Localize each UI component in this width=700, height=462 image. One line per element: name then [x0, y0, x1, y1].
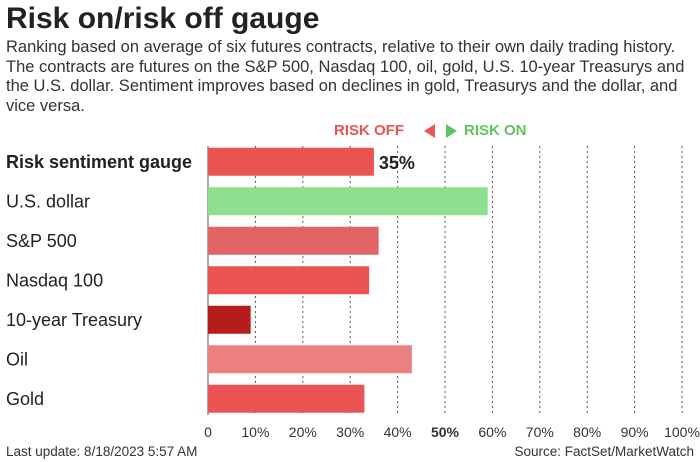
category-label: Nasdaq 100 [6, 270, 103, 290]
source-note: Source: FactSet/MarketWatch [514, 444, 694, 459]
tick-label: 60% [478, 424, 506, 440]
bar [208, 266, 370, 295]
category-label: Oil [6, 349, 28, 369]
tick-label: 100% [664, 424, 700, 440]
tick-label: 80% [573, 424, 601, 440]
tick-label: 30% [336, 424, 364, 440]
bar [208, 384, 365, 413]
tick-label: 70% [526, 424, 554, 440]
category-label: 10-year Treasury [6, 310, 142, 330]
data-label: 35% [379, 153, 415, 173]
tick-label: 20% [289, 424, 317, 440]
bar [208, 345, 412, 374]
arrow-right-icon [446, 124, 457, 138]
bar [208, 187, 488, 216]
category-label: Risk sentiment gauge [6, 152, 192, 172]
chart-subtitle: Ranking based on average of six futures … [6, 38, 685, 115]
last-update: Last update: 8/18/2023 5:57 AM [6, 444, 198, 459]
bar [208, 226, 379, 255]
tick-label: 50% [431, 424, 460, 440]
arrow-left-icon [424, 124, 435, 138]
chart-title: Risk on/risk off gauge [6, 2, 320, 35]
tick-label: 90% [621, 424, 649, 440]
legend-risk-off: RISK OFF [334, 122, 404, 139]
category-label: S&P 500 [6, 231, 77, 251]
tick-label: 40% [384, 424, 412, 440]
tick-label: 10% [241, 424, 269, 440]
tick-label: 0 [204, 424, 212, 440]
category-label: Gold [6, 389, 44, 409]
bar [208, 305, 251, 334]
legend-risk-on: RISK ON [464, 122, 527, 139]
category-label: U.S. dollar [6, 191, 90, 211]
bar [208, 147, 374, 176]
